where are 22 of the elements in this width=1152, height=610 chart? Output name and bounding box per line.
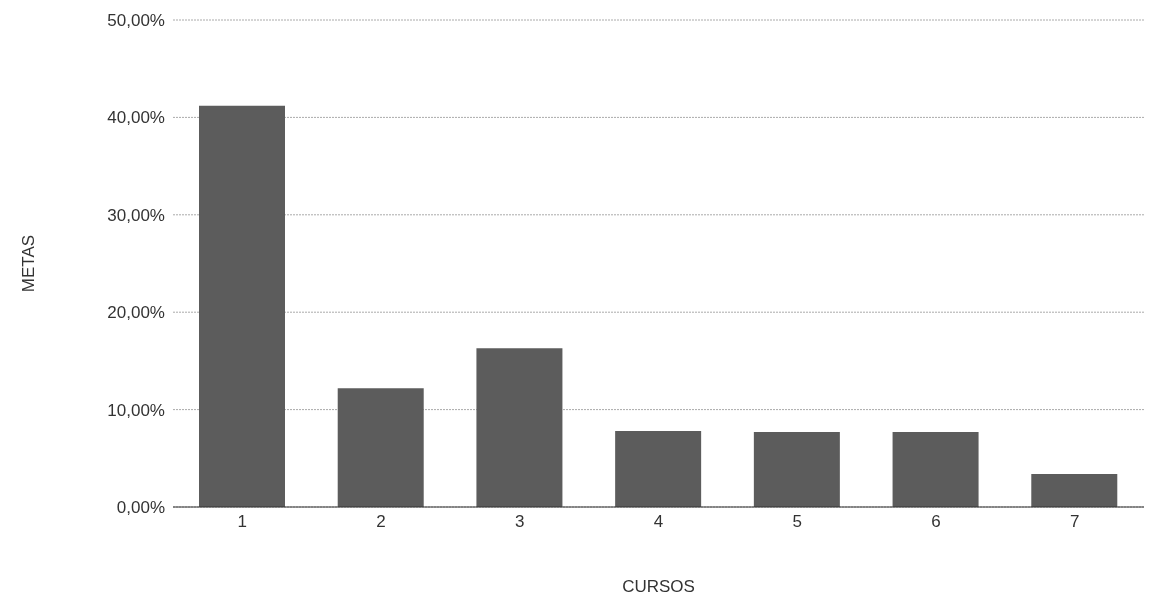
x-tick-label: 3 [515, 512, 525, 532]
y-tick-label: 0,00% [116, 498, 165, 518]
y-axis-title: METAS [19, 234, 39, 293]
bar [892, 432, 979, 507]
x-tick-label: 5 [792, 512, 802, 532]
bar [199, 105, 285, 507]
y-tick-label: 50,00% [107, 11, 165, 31]
bar [337, 388, 424, 507]
y-tick-label: 20,00% [107, 303, 165, 323]
bar [1031, 473, 1118, 507]
x-tick-label: 7 [1069, 512, 1080, 532]
x-tick-label: 6 [931, 512, 941, 532]
x-tick-label: 4 [653, 512, 664, 532]
bar [753, 432, 840, 507]
x-tick-label: 2 [376, 512, 386, 532]
bar [476, 348, 563, 507]
y-tick-label: 40,00% [107, 108, 165, 128]
y-tick-label: 10,00% [107, 400, 165, 420]
x-tick-label: 1 [237, 512, 248, 532]
y-tick-label: 30,00% [107, 205, 165, 225]
bar [615, 431, 702, 507]
x-axis-title: CURSOS [622, 577, 695, 596]
